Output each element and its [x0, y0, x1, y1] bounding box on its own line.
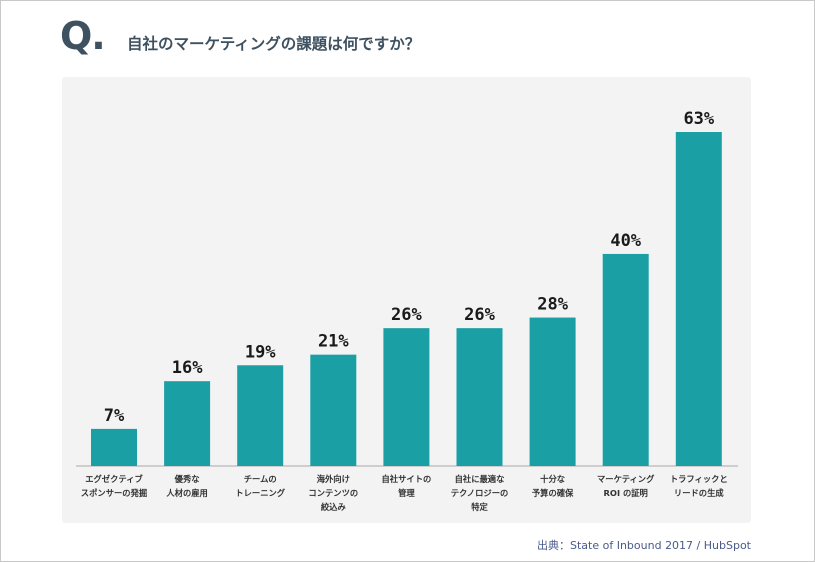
bar-4 [383, 328, 430, 466]
value-label-2: 19% [245, 342, 276, 362]
bar-8 [675, 132, 722, 466]
chart-question: 自社のマーケティングの課題は何ですか？ [127, 35, 421, 53]
bar-7 [602, 253, 649, 466]
category-label-7: マーケティング ROI の証明 [597, 474, 655, 498]
bar-6 [529, 317, 576, 466]
value-label-8: 63% [683, 109, 714, 129]
value-label-5: 26% [464, 305, 495, 325]
bar-chart: 7% エグゼクティブスポンサーの発掘 16% 優秀な人材の雇用 19% チームのトレーニン… [76, 109, 738, 512]
value-label-4: 26% [391, 305, 422, 325]
category-label-1: 優秀な人材の雇用 [166, 474, 208, 498]
category-label-2: チームのトレーニング [235, 474, 285, 498]
bar-2 [237, 365, 284, 466]
question-mark-heading: Q. [60, 14, 106, 58]
category-label-3: 海外向けコンテンツの絞込み [308, 474, 358, 512]
value-label-1: 16% [172, 358, 203, 378]
category-label-6: 十分な予算の確保 [532, 474, 574, 498]
value-label-3: 21% [318, 332, 349, 352]
value-label-6: 28% [537, 295, 568, 315]
category-label-8: トラフィックとリードの生成 [670, 474, 728, 498]
source-note: 出典：State of Inbound 2017 / HubSpot [537, 539, 751, 552]
bar-5 [456, 328, 503, 466]
bar-0 [91, 428, 137, 466]
category-label-0: エグゼクティブスポンサーの発掘 [81, 474, 147, 498]
bar-1 [164, 381, 211, 466]
value-label-0: 7% [104, 406, 125, 426]
bar-3 [310, 354, 357, 466]
category-label-4: 自社サイトの管理 [382, 474, 432, 498]
category-label-5: 自社に最適なテクノロジーの特定 [451, 474, 509, 512]
value-label-7: 40% [610, 231, 641, 251]
